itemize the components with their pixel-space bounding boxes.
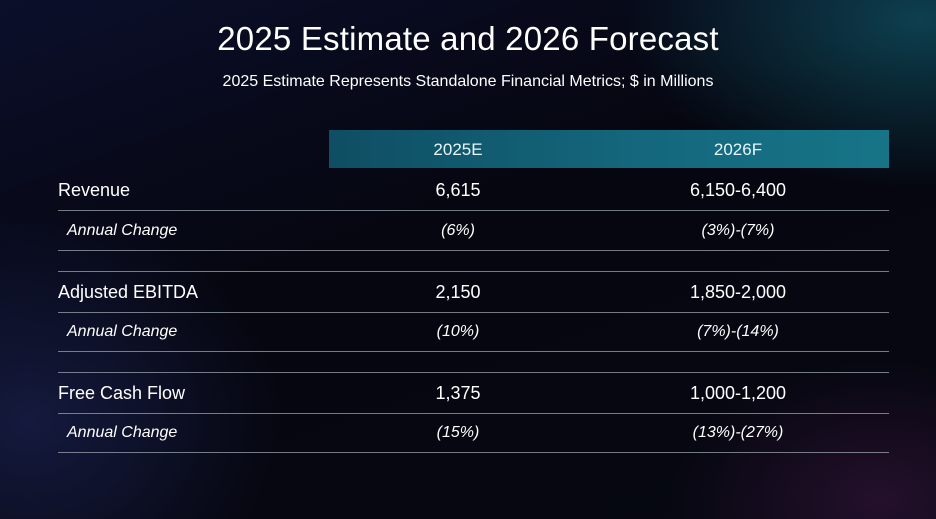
value-2026f: 1,850-2,000: [689, 282, 787, 302]
table-row-fcf-change: Annual Change (15%) (13%)-(27%): [58, 413, 889, 453]
table-row-revenue: Revenue 6,615 6,150-6,400: [58, 170, 889, 210]
column-header-2025e: 2025E: [433, 140, 483, 159]
row-label: Annual Change: [67, 222, 178, 239]
slide-subtitle: 2025 Estimate Represents Standalone Fina…: [222, 73, 714, 90]
row-divider: [58, 312, 889, 313]
value-2026f: 1,000-1,200: [689, 383, 787, 403]
value-2025e: 6,615: [435, 180, 481, 200]
row-label: Annual Change: [67, 323, 178, 340]
value-2025e: 2,150: [435, 282, 481, 302]
value-2025e: (6%): [441, 222, 475, 239]
slide-title: 2025 Estimate and 2026 Forecast: [217, 20, 719, 57]
row-divider: [58, 372, 889, 373]
row-divider: [58, 250, 889, 251]
row-label: Free Cash Flow: [58, 383, 186, 403]
row-divider: [58, 271, 889, 272]
value-2026f: (7%)-(14%): [697, 323, 779, 340]
row-label: Annual Change: [67, 424, 178, 441]
table-row-revenue-change: Annual Change (6%) (3%)-(7%): [58, 211, 889, 251]
value-2026f: (3%)-(7%): [701, 222, 775, 239]
row-divider: [58, 351, 889, 352]
value-2026f: 6,150-6,400: [689, 180, 787, 200]
table-row-ebitda-change: Annual Change (10%) (7%)-(14%): [58, 312, 889, 352]
row-divider: [58, 413, 889, 414]
table-row-adjusted-ebitda: Adjusted EBITDA 2,150 1,850-2,000: [58, 272, 889, 312]
row-label: Adjusted EBITDA: [58, 282, 199, 302]
value-2026f: (13%)-(27%): [692, 424, 784, 441]
row-divider: [58, 210, 889, 211]
value-2025e: (10%): [436, 323, 480, 340]
value-2025e: (15%): [436, 424, 480, 441]
row-label: Revenue: [58, 180, 131, 200]
row-divider: [58, 452, 889, 453]
column-header-2026f: 2026F: [713, 140, 763, 159]
table-header: 2025E 2026F: [329, 130, 889, 168]
value-2025e: 1,375: [435, 383, 481, 403]
table-row-free-cash-flow: Free Cash Flow 1,375 1,000-1,200: [58, 373, 889, 413]
